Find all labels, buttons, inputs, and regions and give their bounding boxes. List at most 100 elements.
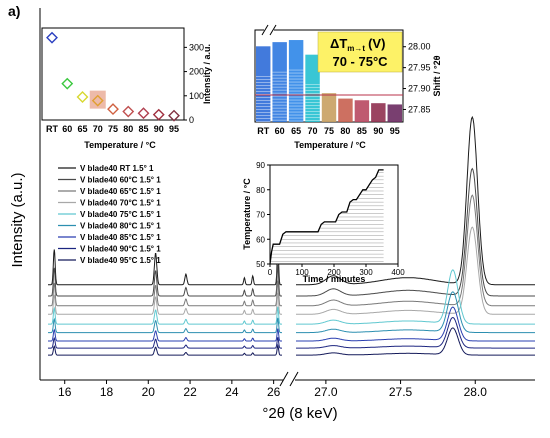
inset-intensity: RT 60 65 70 75 80 85 90 95 0 100 200 300 Temperatur… <box>41 27 212 150</box>
legend-entry: V blade40 RT 1.5° 1 <box>80 164 154 173</box>
inset-intensity-x-tick: 70 <box>93 124 103 134</box>
temperature-profile-line <box>269 169 384 265</box>
inset-temperature-x-tick: 100 <box>295 268 309 277</box>
inset-temperature-x-tick: 200 <box>327 268 341 277</box>
inset-shift-axis-break <box>261 24 277 36</box>
inset-shift-x-ticks: RT 60 65 70 75 80 85 90 95 <box>257 126 400 136</box>
transition-annotation-box <box>317 31 403 73</box>
main-x-ticks: 16 18 20 22 24 26 27.0 27.5 28.0 <box>58 380 487 399</box>
inset-intensity-x-tick: 80 <box>123 124 133 134</box>
series-trace-left-3 <box>48 292 282 315</box>
series-trace-right-2 <box>296 194 535 307</box>
shift-bar <box>256 46 271 122</box>
intensity-point <box>107 103 119 116</box>
inset-shift-x-tick: 85 <box>357 126 367 136</box>
shift-bar <box>321 93 337 122</box>
intensity-point <box>122 105 135 118</box>
intensity-point <box>46 31 58 44</box>
legend-entry: V blade40 80°C 1.5° 1 <box>80 222 161 231</box>
inset-shift-x-tick: 70 <box>308 126 318 136</box>
series-trace-left-4 <box>48 306 282 325</box>
shift-bar <box>288 40 304 122</box>
annotation-range: 70 - 75°C <box>332 54 388 69</box>
panel-label: a) <box>8 3 20 19</box>
shift-bar <box>354 100 370 122</box>
inset-shift-y-label: Shift / °2θ <box>432 55 442 96</box>
inset-temperature-x-label: Time / minutes <box>303 274 366 284</box>
intensity-point <box>76 91 89 103</box>
series-trace-right-1 <box>296 167 535 297</box>
legend-entry: V blade40 90°C 1.5° 1 <box>80 245 161 254</box>
inset-temperature-y-ticks: 50 60 70 80 90 <box>256 161 270 269</box>
series-trace-right-7 <box>296 316 535 349</box>
legend-entry: V blade40 85°C 1.5° 1 <box>80 233 161 242</box>
annotation-delta-t: ΔTm→t (V) <box>330 36 385 53</box>
series-trace-right-0 <box>296 115 535 286</box>
shift-bar <box>305 54 320 122</box>
inset-intensity-y-tick: 100 <box>189 91 204 101</box>
main-x-tick-label: 24 <box>225 385 239 399</box>
intensity-point <box>137 107 150 120</box>
inset-temperature-x-tick: 0 <box>268 268 273 277</box>
inset-shift-x-tick: 75 <box>324 126 334 136</box>
inset-intensity-x-tick: 85 <box>138 124 148 134</box>
shift-bar <box>387 104 402 122</box>
inset-intensity-y-ticks: 0 100 200 300 <box>184 42 204 125</box>
inset-intensity-y-label: Intensity / a.u. <box>202 44 212 104</box>
legend-entry: V blade40 95°C 1.5° 1 <box>80 256 161 265</box>
inset-shift-y-tick: 27.90 <box>408 84 431 94</box>
inset-shift-x-tick: 65 <box>291 126 301 136</box>
inset-intensity-y-tick: 0 <box>189 115 194 125</box>
main-x-tick-label: 26 <box>267 385 281 399</box>
inset-temperature-y-tick: 90 <box>256 161 265 170</box>
inset-shift-x-tick: RT <box>257 126 269 136</box>
intensity-point <box>61 77 74 90</box>
series-trace-left-5 <box>48 317 282 334</box>
inset-shift-y-tick: 27.95 <box>408 63 431 73</box>
inset-intensity-x-tick: 90 <box>154 124 164 134</box>
main-x-tick-label: 28.0 <box>464 385 488 399</box>
inset-shift-x-tick: 95 <box>390 126 400 136</box>
main-x-tick-label: 27.5 <box>389 385 413 399</box>
inset-temperature-x-tick: 300 <box>359 268 373 277</box>
series-trace-left-7 <box>48 336 282 349</box>
main-x-tick-label: 16 <box>58 385 72 399</box>
inset-temperature-y-label: Temperature / °C <box>242 178 252 250</box>
inset-temperature-y-tick: 80 <box>256 186 265 195</box>
inset-intensity-y-tick: 200 <box>189 67 204 77</box>
legend-entry: V blade40 65°C 1.5° 1 <box>80 187 161 196</box>
inset-intensity-x-tick: 65 <box>77 124 87 134</box>
main-x-tick-label: 27.0 <box>314 385 338 399</box>
inset-temperature-y-tick: 50 <box>256 260 265 269</box>
inset-temperature-y-tick: 70 <box>256 211 265 220</box>
series-trace-right-6 <box>296 306 535 342</box>
intensity-point <box>91 94 104 107</box>
series-trace-left-6 <box>48 328 282 342</box>
shift-bar <box>338 98 353 122</box>
highlight-box <box>89 90 106 109</box>
legend-entry: V blade40 75°C 1.5° 1 <box>80 210 161 219</box>
series-trace-right-3 <box>296 226 535 315</box>
intensity-point <box>168 109 180 122</box>
inset-shift-x-tick: 90 <box>373 126 383 136</box>
shift-bar <box>371 103 386 122</box>
main-y-axis-label: Intensity (a.u.) <box>9 172 26 267</box>
main-legend: V blade40 RT 1.5° 1 V blade40 60°C 1.5° 1… <box>58 164 161 265</box>
inset-shift-y-tick: 27.85 <box>408 104 431 114</box>
main-x-axis-label: °2θ (8 keV) <box>262 405 337 422</box>
inset-shift-y-ticks: 27.85 27.90 27.95 28.00 <box>403 42 431 114</box>
intensity-point <box>152 108 165 121</box>
inset-intensity-y-tick: 300 <box>189 42 204 52</box>
inset-temperature-frame <box>269 164 399 265</box>
legend-entry: V blade40 70°C 1.5° 1 <box>80 199 161 208</box>
inset-shift: RT 60 65 70 75 80 85 90 95 27.8527.9027.9528.00 … <box>254 24 442 150</box>
inset-shift-x-label: Temperature / °C <box>294 140 366 150</box>
legend-entry: V blade40 60°C 1.5° 1 <box>80 176 161 185</box>
inset-shift-bars <box>256 40 402 122</box>
inset-intensity-x-tick: 75 <box>108 124 118 134</box>
main-x-tick-label: 20 <box>142 385 156 399</box>
inset-intensity-x-tick: 95 <box>169 124 179 134</box>
inset-intensity-x-tick: 60 <box>62 124 72 134</box>
